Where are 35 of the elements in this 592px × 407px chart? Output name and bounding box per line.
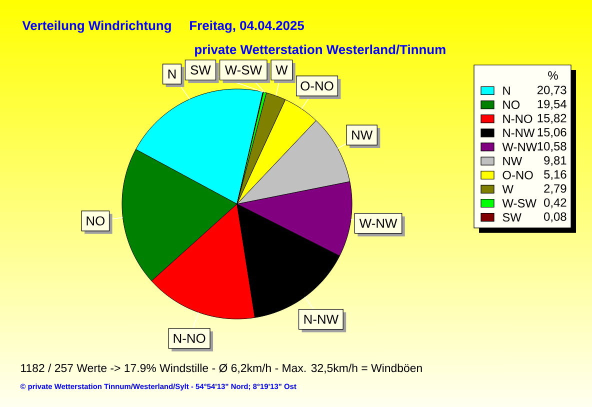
data-label: 5,16 <box>544 170 566 180</box>
slice-label: NO <box>86 216 105 226</box>
legend-label: N-NW <box>503 128 535 138</box>
chart-subtitle: private Wetterstation Westerland/Tinnum <box>195 44 446 57</box>
legend-title: % <box>548 71 558 80</box>
slice-label: O-NO <box>300 81 334 91</box>
slice-label: N-NO <box>174 334 206 343</box>
text: 1182 / 257 Werte -> 17.9% Windstille - Ø 6,2km/h - Max. 32,5km/h = Windböen <box>21 364 422 374</box>
legend-label: NO <box>503 100 520 109</box>
legend-label: NW <box>503 156 522 166</box>
data-label: 10,58 <box>538 142 566 152</box>
text: Freitag, 04.04.2025 <box>190 20 304 33</box>
data-label: 0,08 <box>544 212 566 222</box>
data-label: 15,06 <box>538 128 566 138</box>
data-label: 20,73 <box>537 86 566 96</box>
legend-label: W-NW <box>502 142 538 152</box>
data-label: 2,79 <box>544 184 566 194</box>
legend-label: W <box>502 185 514 194</box>
data-label: 0,42 <box>544 198 566 208</box>
legend-label: N-NO <box>503 114 532 124</box>
legend-label: N <box>503 86 510 95</box>
data-label: 9,81 <box>544 156 566 166</box>
legend-label: SW <box>502 213 522 222</box>
slice-label: W-SW <box>224 65 262 75</box>
data-label: 15,82 <box>538 114 566 124</box>
slice-label: W-NW <box>359 218 398 228</box>
slice-label: NW <box>352 130 373 140</box>
slice-label: N-NW <box>304 314 339 324</box>
legend-label: O-NO <box>502 170 533 180</box>
slice-label: SW <box>190 65 211 75</box>
slice-label: N <box>168 70 176 78</box>
slice-label: W <box>276 66 288 74</box>
chart-title: Verteilung Windrichtung <box>22 20 171 33</box>
legend-label: W-SW <box>502 199 536 208</box>
data-label: 19,54 <box>538 100 566 110</box>
